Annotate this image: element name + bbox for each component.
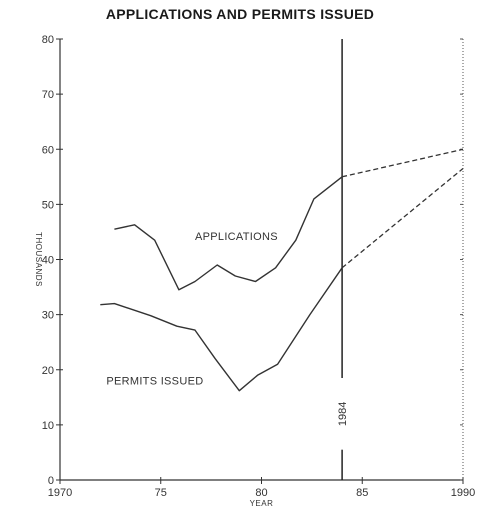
series-label-permits-issued: PERMITS ISSUED (106, 376, 203, 388)
x-tick-label: 1990 (451, 487, 475, 499)
y-tick-label: 50 (42, 199, 54, 211)
x-tick-label: 1970 (48, 487, 72, 499)
y-tick-label: 80 (42, 34, 54, 46)
y-tick-label: 0 (48, 475, 54, 487)
chart-axes (56, 38, 464, 484)
y-tick-label: 70 (42, 89, 54, 101)
reference-line-label: 1984 (337, 402, 349, 426)
y-tick-label: 20 (42, 365, 54, 377)
y-tick-label: 40 (42, 255, 54, 267)
series-line-applications (114, 176, 343, 291)
x-tick-label: 75 (155, 487, 167, 499)
y-axis-title: THOUSANDS (34, 232, 43, 287)
y-tick-label: 10 (42, 420, 54, 432)
chart-labels: 0 10 20 30 40 50 60 70 80 1970 75 80 85 1990 THOUSANDS… (34, 34, 475, 508)
series-label-applications: APPLICATIONS (195, 231, 278, 243)
y-tick-label: 30 (42, 310, 54, 322)
series-line-permits-issued (100, 267, 343, 392)
x-tick-label: 85 (356, 487, 368, 499)
chart-title: APPLICATIONS AND PERMITS ISSUED (105, 6, 375, 22)
x-axis-title: YEAR (250, 499, 274, 508)
projection-line-applications (341, 148, 464, 178)
y-tick-label: 60 (42, 144, 54, 156)
projection-line-permits-issued (341, 167, 464, 269)
x-tick-label: 80 (255, 487, 267, 499)
chart-series (100, 39, 464, 480)
